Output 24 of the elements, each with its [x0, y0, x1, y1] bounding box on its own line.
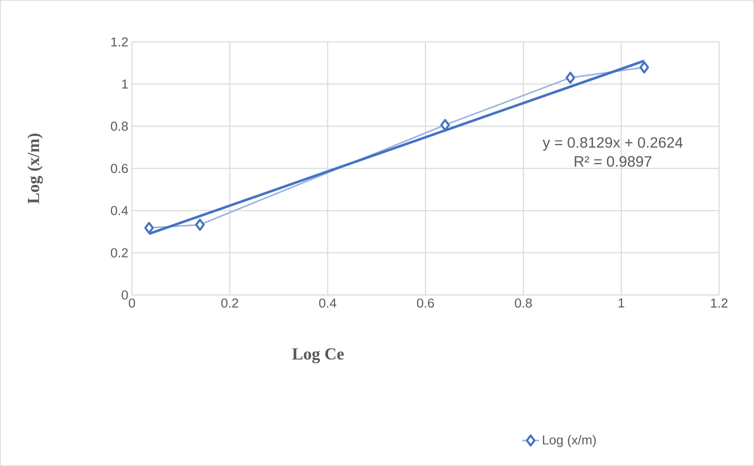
y-axis-title: Log (x/m): [27, 134, 43, 204]
x-tick-label: 1: [618, 298, 624, 308]
y-tick-label: 0.8: [110, 122, 128, 131]
x-axis-title: Log Ce: [292, 348, 344, 364]
y-tick-label: 0.4: [110, 206, 128, 216]
legend-label: Log (x/m): [542, 435, 596, 448]
annotation: y = 0.8129x + 0.2624: [542, 137, 683, 151]
annotation: R² = 0.9897: [574, 156, 652, 167]
x-tick-label: 0.4: [319, 298, 336, 308]
y-tick-label: 0.2: [110, 248, 128, 258]
y-tick-label: 0: [122, 290, 128, 300]
y-tick-label: 0.6: [110, 164, 128, 174]
y-tick-label: 1: [122, 80, 128, 89]
x-tick-label: 0.2: [221, 298, 238, 308]
x-tick-label: 1.2: [711, 298, 728, 308]
point: [640, 61, 650, 74]
x-tick-label: 0.8: [514, 298, 532, 308]
x-tick-label: 0: [128, 298, 136, 308]
point: [144, 222, 154, 234]
point: [440, 119, 450, 132]
x-tick-label: 0.6: [417, 298, 434, 308]
point: [195, 218, 205, 231]
y-tick-label: 1.2: [111, 37, 128, 46]
point: [566, 72, 576, 84]
